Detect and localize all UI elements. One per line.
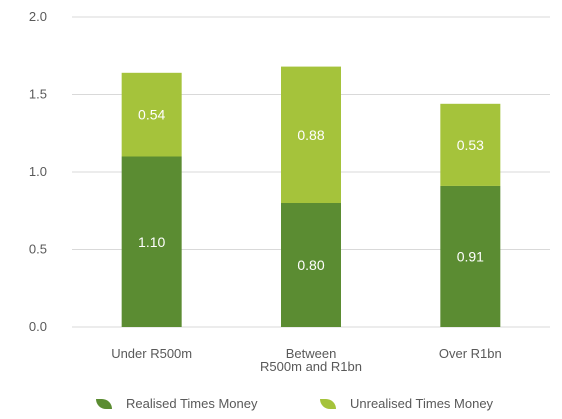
data-label: 0.91 [457, 248, 484, 264]
legend: Realised Times Money Unrealised Times Mo… [0, 394, 562, 419]
y-tick-label: 0.5 [29, 242, 47, 257]
x-category-label-line: Over R1bn [439, 346, 502, 361]
bar-segment [281, 66, 341, 203]
x-category-label-line: R500m and R1bn [260, 359, 362, 374]
stacked-bar-chart: 0.0 0.5 1.0 1.5 2.0 1.10 0.54 Under R500m 0.80 0.… [29, 9, 550, 374]
bar-segment [281, 203, 341, 327]
y-tick-label: 0.0 [29, 319, 47, 334]
data-label: 0.54 [138, 107, 165, 123]
legend-label-realised: Realised Times Money [126, 396, 258, 411]
data-label: 1.10 [138, 234, 165, 250]
data-label: 0.80 [297, 257, 324, 273]
x-category-label-line: Between [286, 346, 337, 361]
data-label: 0.88 [297, 127, 324, 143]
data-label: 0.53 [457, 137, 484, 153]
y-tick-label: 1.0 [29, 164, 47, 179]
bar-segment [121, 156, 182, 327]
bar-segment [121, 72, 182, 157]
x-category-label: Under R500m [111, 346, 192, 361]
y-tick-label: 2.0 [29, 9, 47, 24]
bar-segment [440, 185, 501, 327]
legend-swatch-realised [96, 398, 112, 409]
x-category-label-line: Under R500m [111, 346, 192, 361]
legend-swatch-unrealised [320, 398, 336, 409]
y-tick-label: 1.5 [29, 87, 47, 102]
x-category-label: Over R1bn [439, 346, 502, 361]
legend-item-unrealised: Unrealised Times Money [320, 396, 493, 411]
legend-label-unrealised: Unrealised Times Money [350, 396, 494, 411]
bar-segment [440, 103, 501, 186]
x-category-label: Between R500m and R1bn [260, 346, 362, 374]
legend-item-realised: Realised Times Money [96, 396, 258, 411]
